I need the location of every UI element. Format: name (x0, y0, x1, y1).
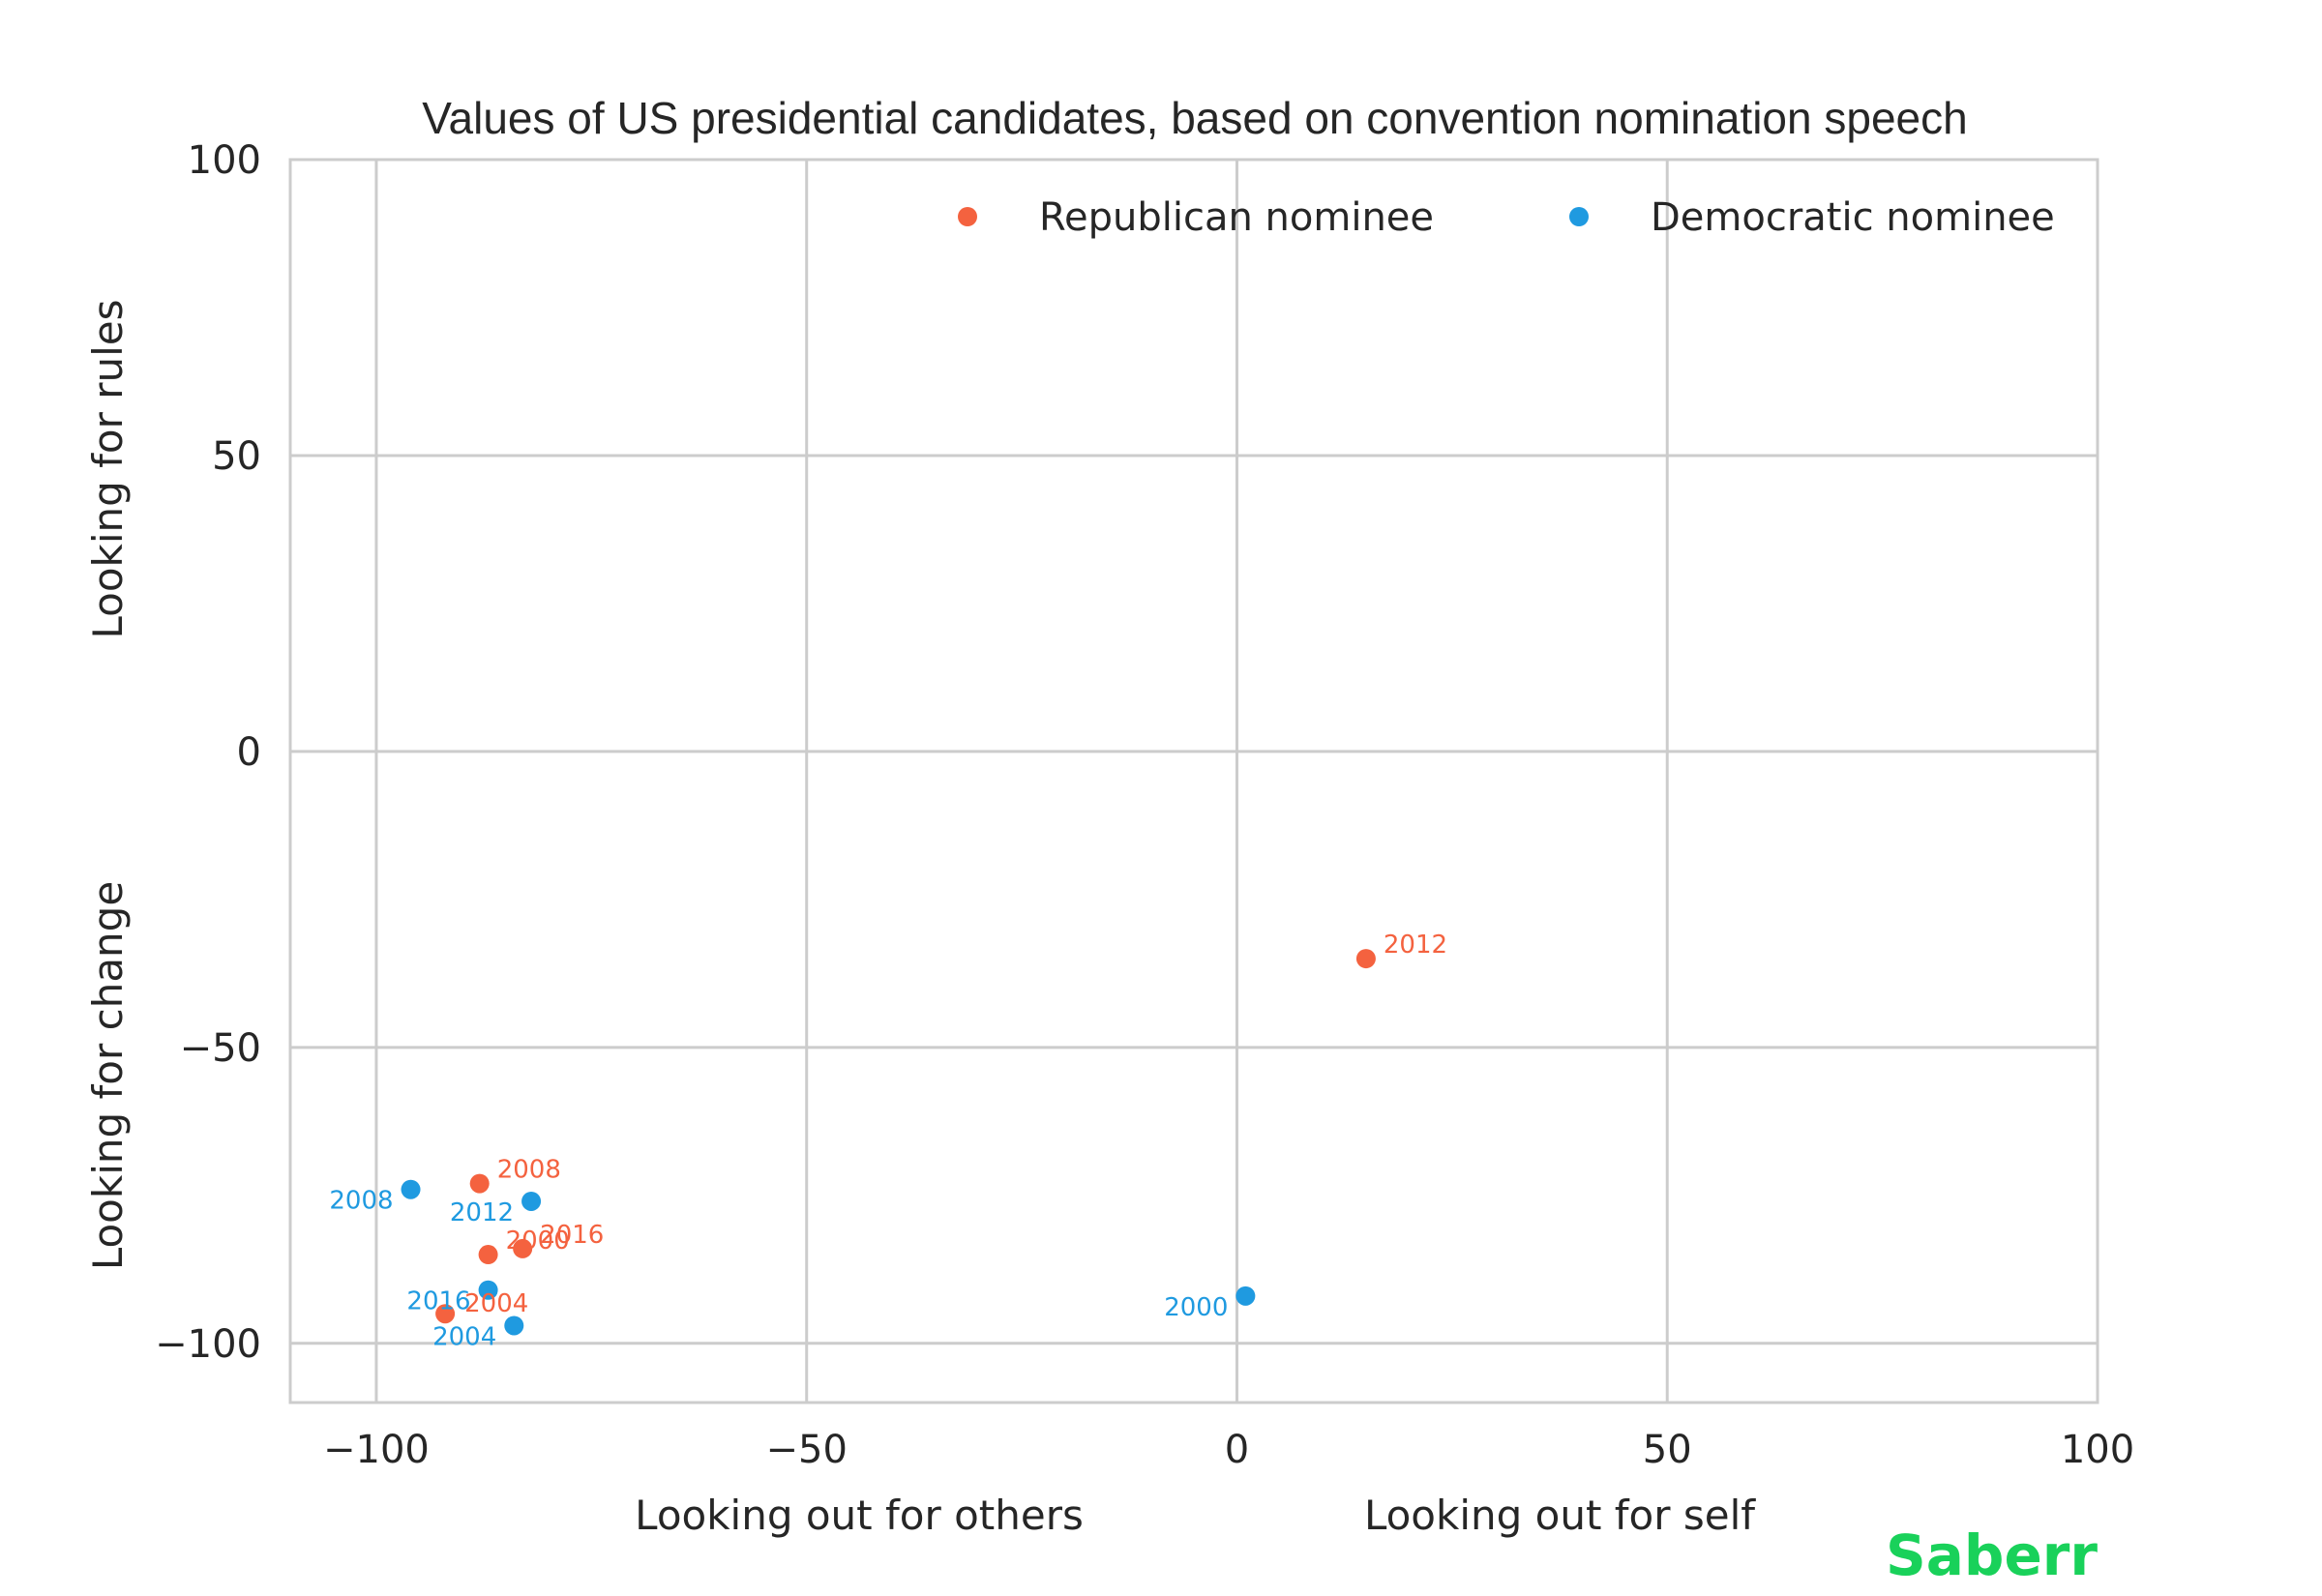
saberr-logo: Saberr (1886, 1522, 2098, 1588)
tick-labels: −100 −50 0 50 100 −100 −50 0 50 100 (155, 138, 2134, 1472)
democratic-point-2012 (521, 1191, 542, 1211)
y-axis-label-bottom: Looking for change (84, 881, 132, 1270)
data-points (401, 949, 1376, 1336)
republican-label-2016: 2016 (540, 1221, 604, 1250)
democratic-label-2004: 2004 (432, 1322, 496, 1351)
legend-marker-democratic (1569, 207, 1589, 226)
legend: Republican nominee Democratic nominee (958, 195, 2055, 240)
y-tick-label: 50 (212, 434, 261, 479)
legend-marker-republican (958, 207, 977, 226)
legend-label-democratic: Democratic nominee (1651, 195, 2055, 240)
y-tick-label: −50 (180, 1026, 261, 1071)
x-tick-label: −50 (766, 1428, 848, 1472)
republican-point-2004 (435, 1304, 456, 1324)
x-tick-label: 100 (2061, 1428, 2134, 1472)
republican-label-2012: 2012 (1384, 931, 1447, 960)
democratic-label-2000: 2000 (1164, 1293, 1228, 1322)
republican-label-2000: 2000 (506, 1227, 570, 1256)
legend-label-republican: Republican nominee (1039, 195, 1434, 240)
x-tick-label: 50 (1643, 1428, 1692, 1472)
democratic-label-2008: 2008 (329, 1187, 393, 1216)
democratic-point-2004 (504, 1315, 524, 1336)
x-tick-label: 0 (1225, 1428, 1249, 1472)
democratic-point-2000 (1235, 1286, 1256, 1306)
plot-frame (288, 158, 2099, 1404)
x-axis-label-left: Looking out for others (635, 1492, 1084, 1539)
democratic-point-2008 (401, 1179, 421, 1199)
democratic-label-2016: 2016 (406, 1287, 470, 1316)
y-tick-label: 100 (188, 138, 261, 183)
y-axis-label-top: Looking for rules (84, 299, 132, 638)
chart-title: Values of US presidential candidates, ba… (422, 93, 1967, 143)
republican-point-2000 (478, 1245, 498, 1265)
y-tick-label: 0 (237, 730, 261, 775)
democratic-label-2012: 2012 (450, 1198, 514, 1227)
republican-label-2004: 2004 (464, 1289, 528, 1318)
republican-point-2008 (469, 1173, 490, 1194)
republican-point-2016 (513, 1238, 533, 1258)
grid (290, 158, 2099, 1403)
y-tick-label: −100 (155, 1322, 261, 1367)
x-axis-label-right: Looking out for self (1364, 1492, 1756, 1539)
republican-label-2008: 2008 (497, 1156, 561, 1185)
republican-point-2012 (1355, 949, 1376, 969)
democratic-point-2016 (478, 1280, 498, 1300)
x-tick-label: −100 (323, 1428, 430, 1472)
